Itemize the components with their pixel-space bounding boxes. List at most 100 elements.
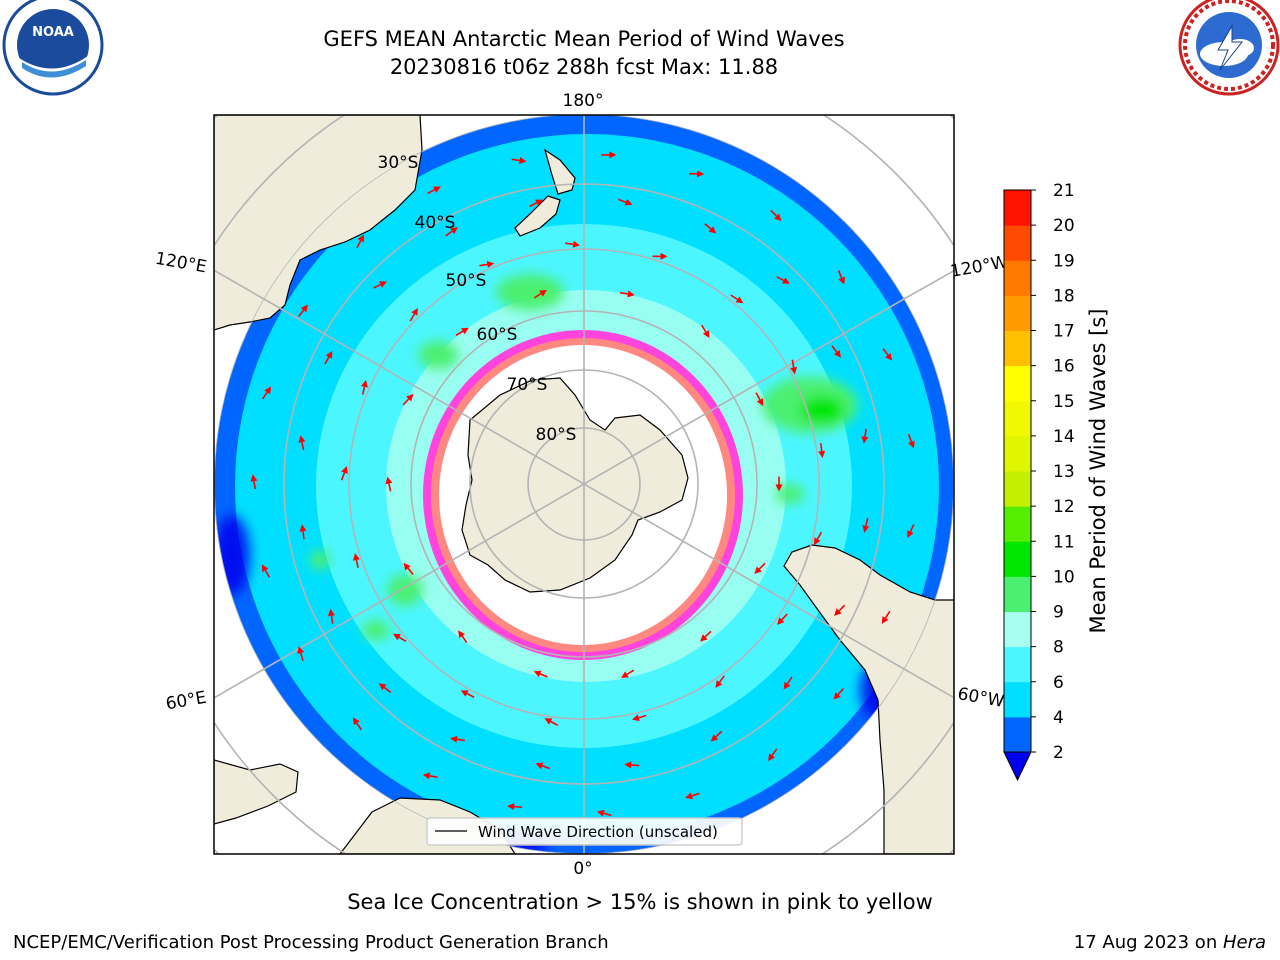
graticule	[214, 115, 954, 854]
colorbar-bin	[1004, 471, 1031, 507]
colorbar-bin	[1004, 681, 1031, 718]
wave-direction-arrow	[620, 669, 635, 679]
wave-direction-arrow	[507, 803, 523, 811]
lon-label-0: 0°	[573, 859, 592, 879]
wave-direction-arrow	[833, 687, 845, 700]
wave-direction-arrow	[632, 714, 647, 722]
wave-direction-arrow	[361, 379, 368, 395]
colorbar-tick-label: 2	[1053, 743, 1064, 763]
wave-direction-arrow	[907, 434, 915, 449]
footer-date: 17 Aug 2023 on Hera	[1074, 932, 1266, 953]
wave-direction-arrow	[409, 307, 418, 322]
footer-machine: Hera	[1222, 932, 1266, 953]
wave-direction-arrow	[689, 170, 705, 178]
colorbar: 2 4 6 8 9 10 11 12 13 14 15 16 17 18 19 20 21	[1003, 181, 1075, 782]
wave-direction-arrow	[535, 762, 550, 770]
lon-label-120e: 120°E	[154, 249, 208, 278]
lon-label-60w: 60°W	[956, 684, 1006, 712]
lat-label-40s: 40°S	[415, 213, 456, 233]
colorbar-bin	[1004, 435, 1031, 472]
wave-direction-arrow	[565, 240, 581, 248]
wave-direction-arrow	[403, 562, 414, 575]
lon-label-120w: 120°W	[949, 252, 1010, 282]
colorbar-bin	[1004, 541, 1031, 577]
wave-direction-arrow	[373, 281, 387, 289]
land-africa-south	[214, 759, 299, 825]
wave-direction-arrow	[422, 772, 438, 780]
wave-direction-arrow	[450, 735, 466, 743]
chart-subtitle: 20230816 t06z 288h fcst Max: 11.88	[389, 55, 779, 79]
colorbar-tick-label: 9	[1053, 603, 1064, 623]
wave-direction-arrow	[710, 730, 723, 742]
lat-label-30s: 30°S	[378, 153, 419, 173]
colorbar-tick-label: 15	[1053, 392, 1075, 412]
wave-direction-arrow	[297, 646, 305, 661]
colorbar-tick-label: 8	[1053, 638, 1064, 658]
wind-wave-direction-vectors	[250, 151, 915, 817]
vector-legend: Wind Wave Direction (unscaled)	[426, 817, 743, 846]
colorbar-bin	[1004, 611, 1031, 648]
wave-direction-arrow	[385, 476, 393, 492]
colorbar-bin	[1004, 506, 1031, 542]
colorbar-bin	[1004, 260, 1031, 296]
colorbar-tick-label: 14	[1053, 427, 1075, 447]
lat-label-50s: 50°S	[446, 271, 487, 291]
wave-direction-arrow	[298, 435, 306, 451]
wave-direction-arrow	[652, 252, 668, 260]
chart-title: GEFS MEAN Antarctic Mean Period of Wind …	[323, 27, 845, 51]
wave-direction-arrow	[479, 261, 495, 268]
wave-direction-arrow	[378, 683, 392, 693]
wave-direction-arrow	[427, 186, 441, 195]
colorbar-bin	[1004, 365, 1031, 402]
land-new-zealand-north	[543, 148, 576, 195]
colorbar-bin	[1004, 400, 1031, 437]
colorbar-bin	[1004, 225, 1031, 261]
wave-direction-arrow	[458, 630, 468, 644]
wave-direction-arrow	[834, 604, 846, 616]
wave-direction-arrow	[393, 633, 407, 643]
wave-direction-arrow	[818, 443, 826, 459]
nws-logo	[1178, 0, 1280, 96]
wave-direction-arrow	[685, 792, 700, 800]
wave-direction-arrow	[299, 524, 307, 540]
colorbar-tick-label: 21	[1053, 181, 1075, 201]
wave-direction-arrow	[777, 613, 788, 625]
colorbar-tick-label: 17	[1053, 322, 1075, 342]
colorbar-bin	[1004, 576, 1031, 612]
wave-direction-arrow	[783, 676, 793, 690]
colorbar-bin	[1004, 190, 1031, 226]
wave-direction-arrow	[790, 359, 798, 375]
colorbar-bin	[1004, 330, 1031, 367]
wave-direction-arrow	[768, 748, 778, 762]
land-antarctica	[461, 377, 689, 593]
lat-label-80s: 80°S	[536, 425, 577, 445]
colorbar-tick-label: 6	[1053, 673, 1064, 693]
wave-direction-arrow	[356, 234, 364, 249]
wave-direction-arrow	[862, 517, 870, 533]
wave-direction-arrow	[776, 275, 790, 284]
wave-direction-arrow	[529, 199, 543, 208]
colorbar-tick-label: 10	[1053, 567, 1075, 587]
colorbar-tick-label: 19	[1053, 251, 1075, 271]
lat-label-60s: 60°S	[477, 325, 518, 345]
wave-direction-arrow	[755, 392, 764, 407]
lat-label-70s: 70°S	[507, 375, 548, 395]
wave-direction-arrow	[352, 553, 360, 568]
wave-direction-arrow	[882, 348, 893, 361]
wave-direction-arrow	[261, 564, 271, 578]
colorbar-tick-label: 13	[1053, 462, 1075, 482]
wave-direction-arrow	[700, 630, 712, 642]
wave-direction-arrow	[907, 524, 915, 539]
land-new-zealand-south	[514, 195, 561, 237]
wave-direction-arrow	[730, 294, 744, 304]
wave-direction-arrow	[813, 531, 823, 546]
noaa-logo-text: NOAA	[32, 25, 74, 40]
colorbar-tick-label: 4	[1053, 708, 1064, 728]
wave-direction-arrow	[250, 474, 258, 490]
wave-direction-arrow	[601, 151, 617, 159]
wave-direction-arrow	[340, 466, 348, 481]
colorbar-under-arrow	[1003, 751, 1032, 782]
wave-direction-arrow	[261, 386, 272, 400]
wave-direction-arrow	[619, 290, 635, 298]
